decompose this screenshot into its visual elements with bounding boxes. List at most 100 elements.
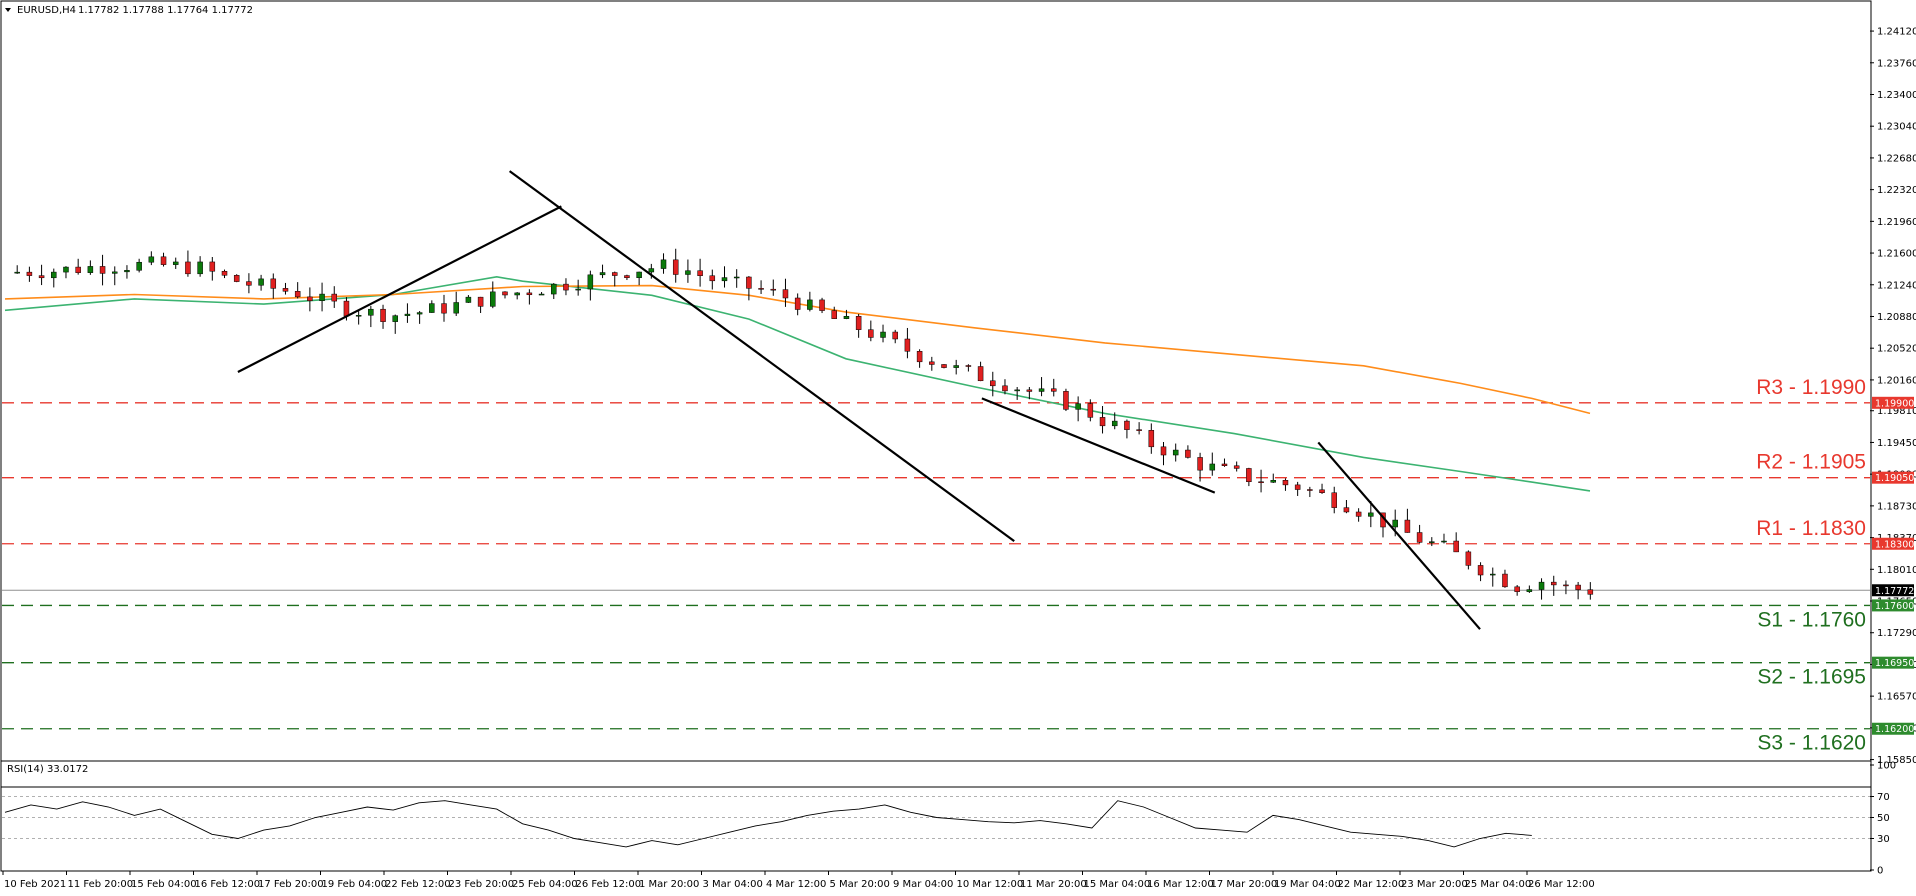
- candle-body: [1136, 429, 1142, 431]
- rsi-panel: [0, 760, 1872, 872]
- price-tick-label: 1.22680: [1877, 153, 1916, 164]
- rsi-tick-label: 70: [1877, 792, 1890, 803]
- candle-body: [733, 276, 740, 279]
- candle-body: [1526, 589, 1533, 592]
- level-label: R3 - 1.1990: [1756, 376, 1866, 399]
- candle-body: [307, 296, 313, 301]
- candle-body: [782, 289, 789, 299]
- candle-body: [502, 291, 508, 296]
- trend-line: [508, 170, 1015, 542]
- candle-body: [721, 277, 728, 282]
- candle-body: [1514, 586, 1520, 592]
- level-price-tag: [1872, 599, 1914, 612]
- candle-body: [124, 270, 130, 273]
- candle-body: [51, 271, 57, 279]
- candle-body: [1063, 391, 1069, 410]
- price-tick-label: 1.18010: [1877, 565, 1916, 576]
- ma-fast-line: [4, 275, 1591, 492]
- level-label: R2 - 1.1905: [1756, 451, 1866, 474]
- candle-body: [1209, 463, 1216, 471]
- candle-body: [599, 272, 606, 276]
- candle-body: [941, 364, 947, 368]
- candle-body: [221, 270, 228, 276]
- price-panel: [0, 0, 1872, 788]
- candle-body: [1575, 584, 1581, 590]
- time-tick-label: 9 Mar 04:00: [893, 879, 953, 890]
- candle-body: [770, 288, 777, 291]
- menu-triangle-icon[interactable]: [5, 8, 11, 12]
- candle-body: [868, 329, 874, 338]
- candle-body: [490, 291, 496, 307]
- level-price-tag-label: 1.18300: [1875, 539, 1914, 550]
- candle-body: [746, 276, 752, 289]
- price-tick-label: 1.17290: [1877, 628, 1916, 639]
- candle-body: [551, 283, 557, 295]
- price-tick-label: 1.21240: [1877, 280, 1916, 291]
- candle-body: [1197, 457, 1203, 471]
- candle-body: [429, 303, 435, 313]
- level-label: S1 - 1.1760: [1757, 608, 1866, 631]
- candle-body: [1233, 465, 1240, 469]
- candle-body: [319, 293, 325, 301]
- time-tick-label: 10 Feb 2021: [4, 879, 66, 890]
- time-tick-label: 17 Feb 20:00: [258, 879, 324, 890]
- level-label: S2 - 1.1695: [1757, 666, 1866, 689]
- candle-body: [563, 283, 569, 291]
- candle-body: [953, 365, 959, 368]
- candle-body: [1075, 403, 1081, 410]
- time-tick-label: 11 Mar 20:00: [1020, 879, 1087, 890]
- candle-body: [819, 299, 825, 311]
- candle-body: [233, 275, 240, 282]
- price-tick-label: 1.22320: [1877, 185, 1916, 196]
- candle-body: [1124, 420, 1130, 430]
- candle-body: [343, 300, 350, 317]
- candle-body: [270, 278, 277, 289]
- time-tick-label: 22 Mar 12:00: [1338, 879, 1405, 890]
- rsi-tick-label: 50: [1877, 813, 1890, 824]
- candle-body: [1148, 430, 1155, 448]
- candle-body: [1416, 532, 1423, 543]
- candle-body: [63, 266, 69, 273]
- time-tick-label: 3 Mar 04:00: [703, 879, 763, 890]
- candle-body: [1270, 480, 1277, 483]
- rsi-tick-label: 100: [1877, 761, 1896, 772]
- candle-body: [1087, 403, 1094, 418]
- candle-body: [1038, 388, 1045, 392]
- candle-body: [1172, 449, 1179, 456]
- candle-body: [587, 274, 594, 290]
- current-price-tag-label: 1.17772: [1875, 586, 1914, 597]
- price-tick-label: 1.23040: [1877, 122, 1916, 133]
- rsi-tick-label: 0: [1877, 866, 1883, 877]
- candle-body: [538, 293, 545, 296]
- price-tick-label: 1.21960: [1877, 217, 1916, 228]
- candle-body: [1465, 551, 1472, 566]
- level-price-tag-label: 1.16200: [1875, 724, 1914, 735]
- trend-line: [1317, 441, 1481, 630]
- candle-body: [1453, 540, 1459, 553]
- candle-body: [990, 380, 996, 387]
- candle-body: [880, 331, 886, 338]
- candle-body: [282, 288, 289, 292]
- candle-body: [75, 266, 81, 273]
- candle-body: [1550, 581, 1557, 586]
- time-tick-label: 10 Mar 12:00: [957, 879, 1024, 890]
- candle-body: [965, 365, 972, 367]
- candle-body: [1404, 519, 1411, 533]
- candle-body: [1502, 573, 1508, 588]
- price-tick-label: 1.24120: [1877, 27, 1916, 38]
- candle-body: [1441, 540, 1447, 543]
- candle-body: [1490, 573, 1496, 576]
- candle-body: [1014, 389, 1020, 392]
- candle-body: [709, 275, 716, 282]
- candle-body: [1477, 565, 1484, 576]
- price-tick-label: 1.23760: [1877, 58, 1916, 69]
- candle-body: [1246, 468, 1252, 482]
- candle-body: [794, 297, 801, 310]
- candle-body: [38, 275, 45, 279]
- candle-body: [1368, 512, 1374, 517]
- time-tick-label: 25 Mar 04:00: [1465, 879, 1532, 890]
- candle-body: [758, 288, 764, 290]
- candle-body: [172, 261, 179, 265]
- level-price-tag: [1872, 537, 1914, 550]
